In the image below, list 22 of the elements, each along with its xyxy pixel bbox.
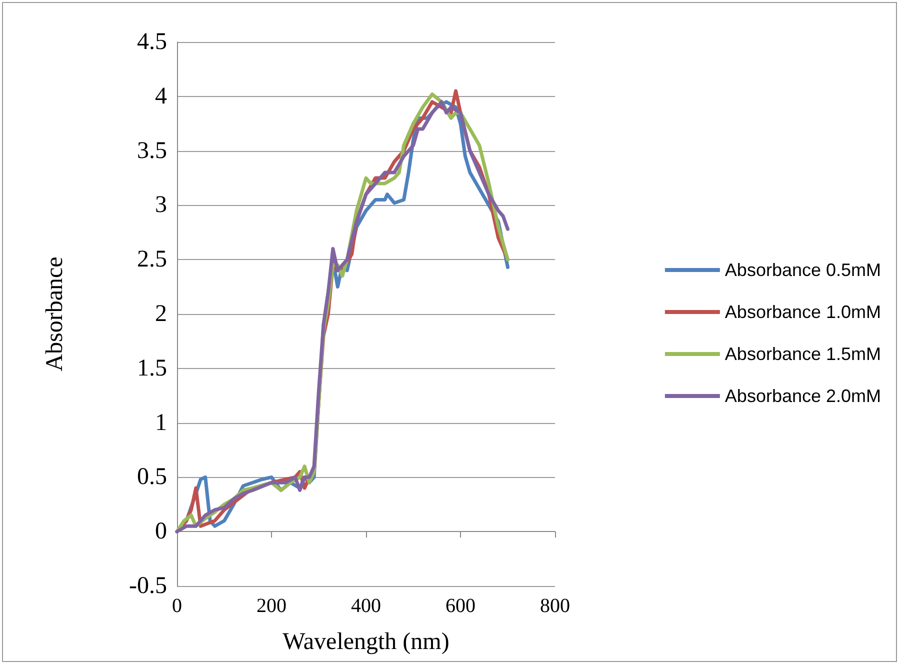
x-tick-label: 0 [172, 595, 182, 617]
y-tick-label: 3 [155, 192, 167, 218]
y-tick-label: 1.5 [137, 355, 167, 382]
x-axis-title: Wavelength (nm) [282, 629, 450, 655]
legend-label: Absorbance 1.0mM [724, 302, 881, 322]
x-tick-label: 600 [446, 595, 476, 617]
legend-label: Absorbance 0.5mM [724, 260, 881, 280]
y-axis-title: Absorbance [42, 256, 68, 372]
y-tick-label: 0.5 [137, 464, 167, 490]
y-tick-label: 1 [155, 410, 167, 436]
y-tick-label: 3.5 [137, 138, 167, 164]
y-tick-label: 2 [155, 301, 167, 327]
y-tick-label: 4.5 [137, 29, 167, 55]
x-tick-label: 400 [351, 595, 381, 617]
y-tick-label: 2.5 [137, 246, 167, 273]
x-tick-label: 800 [540, 595, 570, 617]
x-tick-label: 200 [256, 595, 286, 617]
legend-label: Absorbance 1.5mM [724, 344, 881, 364]
y-tick-label: 4 [155, 83, 167, 110]
legend-label: Absorbance 2.0mM [724, 386, 881, 406]
y-tick-label: -0.5 [129, 573, 167, 599]
y-tick-label: 0 [155, 518, 167, 545]
